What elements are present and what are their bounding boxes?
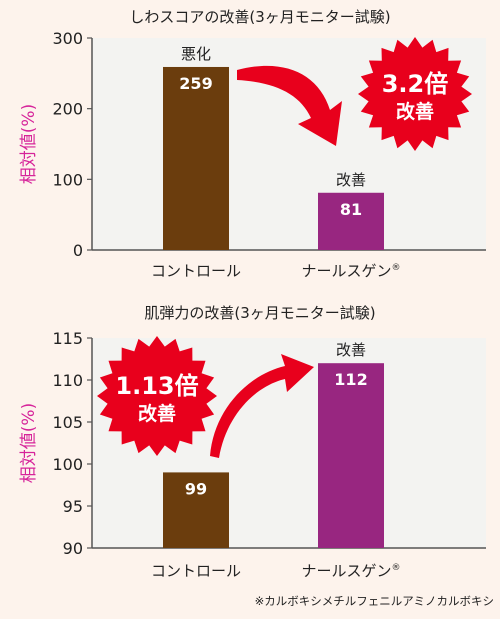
bar-value-label: 112 <box>334 370 367 389</box>
y-tick-label: 95 <box>63 497 83 516</box>
y-tick-label: 110 <box>52 371 83 390</box>
y-tick-label: 100 <box>52 455 83 474</box>
x-tick-label: コントロール <box>151 562 241 580</box>
arrow-shape <box>210 354 314 458</box>
y-tick-label: 115 <box>52 329 83 348</box>
badge-ratio: 3.2倍 <box>382 70 449 98</box>
y-tick-label: 90 <box>63 539 83 558</box>
x-tick-label: ナールスゲン® <box>301 262 400 280</box>
bar-value-label: 81 <box>340 200 362 219</box>
x-tick-label: コントロール <box>151 262 241 280</box>
badge-starburst <box>358 37 472 151</box>
bar-1 <box>163 66 229 251</box>
arrow-shape <box>237 65 342 146</box>
chart-title: 肌弾力の改善(3ヶ月モニター試験) <box>144 304 375 322</box>
y-tick-label: 200 <box>52 100 83 119</box>
y-tick-label: 105 <box>52 413 83 432</box>
badge-ratio: 1.13倍 <box>115 372 198 400</box>
y-tick-label: 100 <box>52 170 83 189</box>
bar-annotation: 改善 <box>336 341 366 359</box>
registered-mark: ® <box>392 263 401 273</box>
chart-title: しわスコアの改善(3ヶ月モニター試験) <box>129 8 390 26</box>
badge-starburst <box>97 336 217 456</box>
bar-2 <box>318 363 384 548</box>
x-tick-label: ナールスゲン® <box>301 562 400 580</box>
bar-2 <box>318 192 384 250</box>
bar-value-label: 259 <box>179 74 212 93</box>
bar-1 <box>163 472 229 548</box>
badge-label: 改善 <box>138 402 176 425</box>
y-tick-label: 0 <box>73 241 83 260</box>
badge-label: 改善 <box>396 100 434 123</box>
bar-annotation: 悪化 <box>181 45 211 63</box>
y-axis-label: 相対値(%) <box>19 104 39 184</box>
footnote: ※カルボキシメチルフェニルアミノカルボキシ <box>255 594 494 608</box>
y-tick-label: 300 <box>52 29 83 48</box>
chart-panel-1: しわスコアの改善(3ヶ月モニター試験) 相対値(%) 0 100 200 300 259 悪化… <box>19 8 486 280</box>
chart-panel-2: 肌弾力の改善(3ヶ月モニター試験) 相対値(%) 90 95 100 105 110 115 9… <box>19 304 486 580</box>
y-axis-label: 相対値(%) <box>19 403 39 483</box>
bar-value-label: 99 <box>185 479 207 498</box>
registered-mark: ® <box>392 563 401 573</box>
bar-annotation: 改善 <box>336 171 366 189</box>
